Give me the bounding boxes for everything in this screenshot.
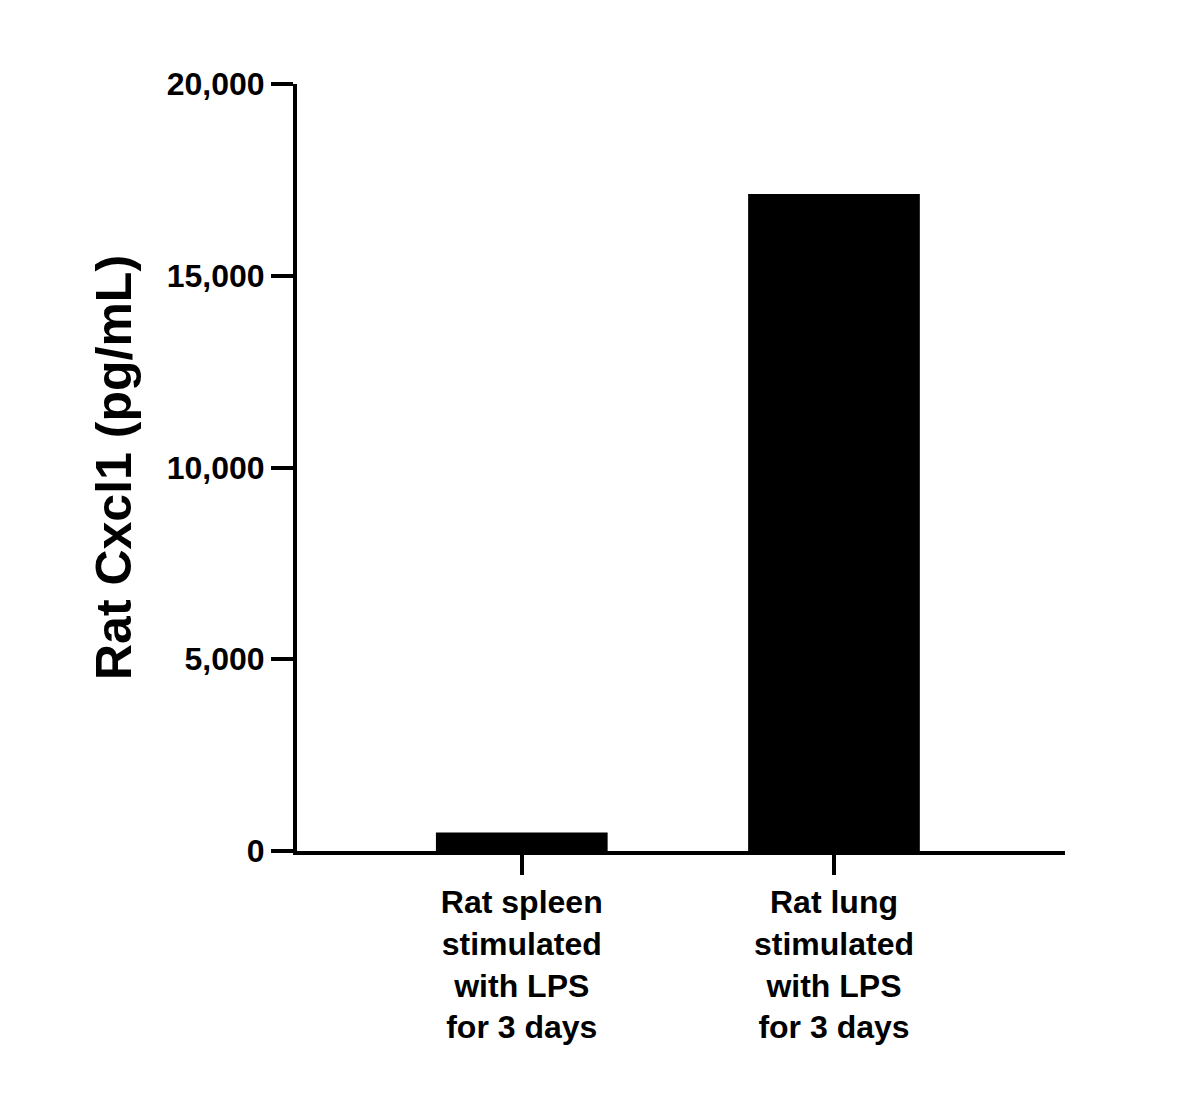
svg-text:0: 0 [247,833,265,869]
svg-text:Rat lungstimulatedwith LPSfor: Rat lungstimulatedwith LPSfor 3 days [754,884,914,1045]
svg-text:5,000: 5,000 [185,641,265,677]
svg-text:20,000: 20,000 [167,66,265,102]
svg-text:Rat spleenstimulatedwith LPSfo: Rat spleenstimulatedwith LPSfor 3 days [441,884,603,1045]
svg-text:10,000: 10,000 [167,450,265,486]
svg-text:15,000: 15,000 [167,258,265,294]
svg-text:Rat Cxcl1 (pg/mL): Rat Cxcl1 (pg/mL) [86,255,142,680]
